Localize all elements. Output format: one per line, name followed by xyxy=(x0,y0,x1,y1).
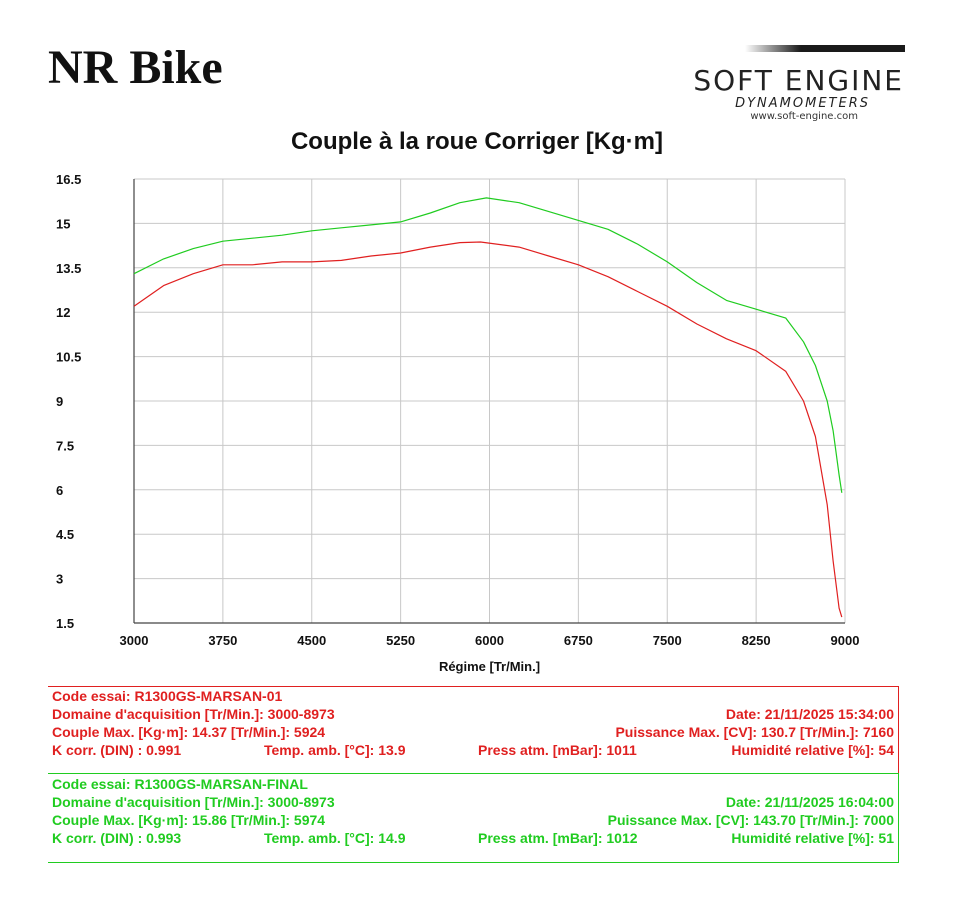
green-puissance: Puissance Max. [CV]: 143.70 [Tr/Min.]: 7… xyxy=(607,812,894,828)
red-temp: Temp. amb. [°C]: 13.9 xyxy=(264,742,406,758)
y-tick-label: 4.5 xyxy=(56,527,74,542)
brand-title: NR Bike xyxy=(48,41,223,94)
y-tick-label: 3 xyxy=(56,572,63,587)
logo-subtitle: DYNAMOMETERS xyxy=(735,96,870,111)
red-domaine: Domaine d'acquisition [Tr/Min.]: 3000-89… xyxy=(52,706,335,722)
red-puissance: Puissance Max. [CV]: 130.7 [Tr/Min.]: 71… xyxy=(615,724,894,740)
red-kcorr: K corr. (DIN) : 0.991 xyxy=(52,742,182,758)
y-tick-label: 16.5 xyxy=(56,172,81,187)
green-date: Date: 21/11/2025 16:04:00 xyxy=(725,794,894,810)
x-tick-label: 8250 xyxy=(742,633,771,648)
green-code: Code essai: R1300GS-MARSAN-FINAL xyxy=(52,776,308,792)
red-date: Date: 21/11/2025 15:34:00 xyxy=(725,706,894,722)
green-kcorr: K corr. (DIN) : 0.993 xyxy=(52,830,182,846)
x-tick-label: 6000 xyxy=(475,633,504,648)
green-humidity: Humidité relative [%]: 51 xyxy=(731,830,894,846)
test-info-red: Code essai: R1300GS-MARSAN-01 Domaine d'… xyxy=(48,686,899,774)
logo-url: www.soft-engine.com xyxy=(750,111,858,122)
torque-chart: 3000 3750 4500 5250 6000 6750 7500 8250 9000 16.5… xyxy=(56,172,860,674)
y-tick-label: 1.5 xyxy=(56,616,74,631)
x-tick-label: 5250 xyxy=(386,633,415,648)
series-line-1 xyxy=(133,241,843,618)
test-info-green: Code essai: R1300GS-MARSAN-FINAL Domaine… xyxy=(48,773,899,863)
y-tick-label: 6 xyxy=(56,483,63,498)
x-tick-label: 4500 xyxy=(297,633,326,648)
red-press: Press atm. [mBar]: 1011 xyxy=(478,742,637,758)
y-tick-label: 15 xyxy=(56,216,70,231)
logo-word: SOFT ENGINE xyxy=(693,64,904,97)
red-couple: Couple Max. [Kg·m]: 14.37 [Tr/Min.]: 592… xyxy=(52,724,326,740)
green-couple: Couple Max. [Kg·m]: 15.86 [Tr/Min.]: 597… xyxy=(52,812,326,828)
soft-engine-logo: SOFT ENGINE DYNAMOMETERS www.soft-engine… xyxy=(650,40,910,130)
y-tick-label: 10.5 xyxy=(56,350,81,365)
x-tick-label: 6750 xyxy=(564,633,593,648)
chart-title: Couple à la roue Corriger [Kg·m] xyxy=(290,128,664,155)
x-tick-label: 9000 xyxy=(831,633,860,648)
series-line-2 xyxy=(133,197,843,493)
y-tick-label: 12 xyxy=(56,305,70,320)
red-code: Code essai: R1300GS-MARSAN-01 xyxy=(52,688,283,704)
y-tick-label: 7.5 xyxy=(56,438,74,453)
x-tick-label: 3750 xyxy=(208,633,237,648)
y-tick-label: 13.5 xyxy=(56,261,81,276)
green-temp: Temp. amb. [°C]: 14.9 xyxy=(264,830,406,846)
y-tick-label: 9 xyxy=(56,394,63,409)
x-axis-label: Régime [Tr/Min.] xyxy=(439,659,540,674)
red-humidity: Humidité relative [%]: 54 xyxy=(731,742,894,758)
green-domaine: Domaine d'acquisition [Tr/Min.]: 3000-89… xyxy=(52,794,335,810)
logo-bar xyxy=(745,45,905,52)
green-press: Press atm. [mBar]: 1012 xyxy=(478,830,638,846)
x-tick-label: 3000 xyxy=(120,633,149,648)
x-tick-label: 7500 xyxy=(653,633,682,648)
